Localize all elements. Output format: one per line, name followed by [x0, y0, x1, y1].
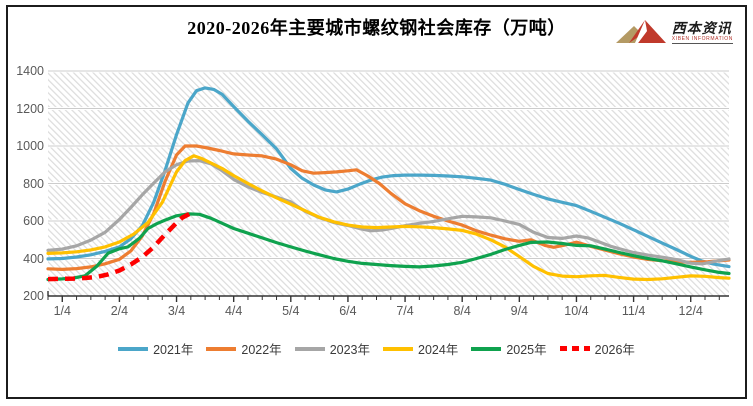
legend-swatch	[559, 346, 590, 351]
x-tick-label: 12/4	[678, 304, 703, 318]
brand-subtext: XIBEN INFORMATION	[671, 35, 733, 42]
legend-label: 2023年	[329, 343, 370, 357]
x-tick-label: 5/4	[282, 304, 300, 318]
legend-item-2025年: 2025年	[471, 339, 547, 358]
x-tick-label: 7/4	[396, 304, 414, 318]
legend-item-2024年: 2024年	[383, 339, 458, 358]
mountain-logo-icon	[615, 20, 666, 43]
y-tick-label: 200	[23, 289, 44, 303]
legend-swatch	[206, 346, 237, 351]
brand-logo: 西本资讯 XIBEN INFORMATION	[614, 17, 733, 47]
x-tick-label: 4/4	[224, 304, 243, 318]
brand-name: 西本资讯	[671, 19, 732, 36]
chart-title: 2020-2026年主要城市螺纹钢社会库存（万吨）	[187, 18, 566, 38]
legend-label: 2024年	[418, 343, 459, 357]
legend-swatch	[118, 346, 149, 351]
legend-item-2021年: 2021年	[118, 339, 193, 358]
y-tick-label: 1200	[16, 101, 44, 116]
x-tick-label: 8/4	[453, 304, 471, 318]
legend-swatch	[383, 346, 413, 351]
series-line-2026年	[47, 211, 192, 282]
legend-label: 2025年	[506, 343, 547, 357]
legend-item-2026年: 2026年	[559, 339, 635, 358]
x-tick-label: 3/4	[167, 304, 186, 318]
x-tick-label: 1/4	[53, 304, 71, 318]
x-tick-label: 6/4	[339, 304, 357, 318]
y-tick-label: 1400	[16, 64, 44, 78]
chart-legend: 2021年 2022年 2023年 2024年 2025年 2026年	[0, 339, 753, 358]
x-tick-label: 10/4	[564, 304, 589, 318]
legend-label: 2021年	[153, 343, 194, 357]
x-tick-label: 2/4	[110, 304, 129, 318]
y-tick-label: 1000	[16, 139, 44, 153]
legend-swatch	[471, 346, 502, 351]
y-tick-label: 400	[23, 251, 44, 266]
legend-label: 2022年	[241, 343, 282, 357]
x-tick-label: 9/4	[510, 304, 529, 318]
series-line-2023年	[46, 159, 731, 266]
brand-logo-text: 西本资讯 XIBEN INFORMATION	[671, 19, 733, 44]
series-line-2024年	[46, 154, 731, 282]
y-tick-label: 600	[23, 214, 44, 228]
legend-label: 2026年	[594, 343, 635, 357]
y-tick-label: 800	[23, 176, 44, 191]
legend-item-2023年: 2023年	[294, 339, 370, 358]
legend-item-2022年: 2022年	[206, 339, 282, 358]
x-tick-label: 11/4	[621, 304, 646, 318]
series-line-2025年	[46, 212, 731, 282]
legend-swatch	[294, 346, 325, 351]
